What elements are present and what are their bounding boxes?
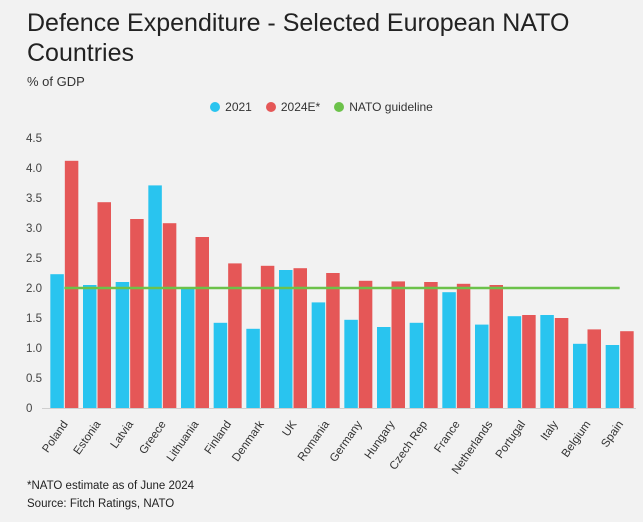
x-tick-label: Latvia — [109, 418, 137, 451]
legend: 2021 2024E* NATO guideline — [0, 100, 643, 114]
legend-item-nato-guideline[interactable]: NATO guideline — [334, 100, 433, 114]
x-tick-label: Estonia — [72, 418, 104, 457]
x-tick-label: Portugal — [494, 419, 528, 461]
bar-2024e-uk — [293, 268, 307, 408]
x-tick-label: Germany — [328, 419, 365, 465]
chart-title: Defence Expenditure - Selected European … — [27, 9, 570, 67]
bar-2021-romania — [311, 302, 326, 408]
y-tick-label: 2.5 — [26, 253, 42, 265]
legend-item-2024e[interactable]: 2024E* — [265, 100, 321, 114]
legend-item-2021[interactable]: 2021 — [210, 100, 252, 114]
bar-2021-portugal — [507, 316, 522, 408]
legend-swatch-2021 — [210, 102, 221, 112]
y-axis-label: % of GDP — [27, 74, 85, 89]
bar-2021-hungary — [377, 327, 391, 408]
bar-2024e-france — [456, 283, 471, 408]
bar-2024e-czech-rep — [424, 282, 438, 408]
y-tick-label: 1.0 — [26, 343, 42, 355]
y-tick-label: 4.0 — [26, 163, 42, 175]
x-tick-label: Romania — [296, 418, 333, 463]
legend-label-nato-guideline: NATO guideline — [349, 100, 433, 114]
bar-2024e-germany — [358, 280, 373, 408]
x-tick-label: Poland — [40, 419, 70, 455]
bar-2024e-belgium — [587, 329, 601, 408]
y-tick-label: 0.5 — [26, 373, 42, 385]
legend-swatch-2024e — [265, 102, 276, 112]
bar-2024e-romania — [326, 273, 340, 408]
bar-2024e-lithuania — [195, 237, 209, 408]
legend-label-2021: 2021 — [225, 100, 252, 114]
bar-2021-greece — [148, 185, 162, 408]
x-tick-label: Spain — [599, 419, 626, 450]
bar-2024e-greece — [162, 223, 177, 408]
y-tick-label: 0 — [26, 403, 32, 415]
x-tick-label: UK — [280, 419, 299, 439]
x-tick-label: Denmark — [230, 419, 267, 464]
source-note: Source: Fitch Ratings, NATO — [27, 498, 175, 510]
y-tick-label: 3.5 — [26, 193, 42, 205]
footnote: *NATO estimate as of June 2024 — [27, 480, 195, 492]
y-tick-label: 1.5 — [26, 313, 42, 325]
bar-2021-latvia — [115, 282, 130, 408]
bar-2024e-portugal — [522, 315, 536, 408]
bar-2024e-finland — [228, 263, 242, 408]
x-tick-label: Belgium — [560, 419, 594, 460]
bar-2021-finland — [213, 322, 228, 408]
bar-2021-denmark — [246, 328, 260, 408]
bar-2021-netherlands — [475, 324, 489, 408]
bar-2021-estonia — [83, 285, 97, 408]
bar-2021-france — [442, 292, 456, 408]
bar-2024e-denmark — [260, 265, 275, 408]
x-tick-label: Finland — [203, 419, 234, 457]
bar-2024e-spain — [620, 331, 634, 408]
bar-2024e-poland — [64, 160, 79, 408]
bar-2021-italy — [540, 315, 554, 408]
legend-label-2024e: 2024E* — [280, 100, 321, 114]
y-tick-label: 4.5 — [26, 133, 42, 145]
bar-2021-germany — [344, 319, 358, 408]
bar-chart: 0 0.5 1.0 1.5 2.0 2.5 3.0 3.5 4.0 4.5 Poland Estoni… — [26, 133, 636, 477]
x-tick-label: Greece — [137, 419, 168, 457]
bar-2021-poland — [50, 274, 64, 408]
y-tick-label: 2.0 — [26, 283, 42, 295]
x-tick-label: France — [432, 419, 462, 455]
bar-2024e-netherlands — [489, 285, 503, 408]
y-tick-label: 3.0 — [26, 223, 42, 235]
bar-2021-lithuania — [181, 288, 195, 408]
bar-2024e-estonia — [97, 202, 111, 408]
x-tick-label: Hungary — [363, 419, 398, 462]
bar-2024e-hungary — [391, 281, 405, 408]
bar-2021-belgium — [573, 343, 587, 408]
x-tick-label: Italy — [539, 419, 561, 443]
bar-2024e-latvia — [130, 219, 144, 408]
bar-2021-czech-rep — [409, 322, 424, 408]
legend-swatch-nato-guideline — [334, 102, 345, 112]
bar-2021-spain — [605, 345, 620, 408]
x-tick-label: Lithuania — [165, 418, 202, 464]
bar-2024e-italy — [554, 318, 569, 408]
bar-2021-uk — [279, 270, 293, 408]
